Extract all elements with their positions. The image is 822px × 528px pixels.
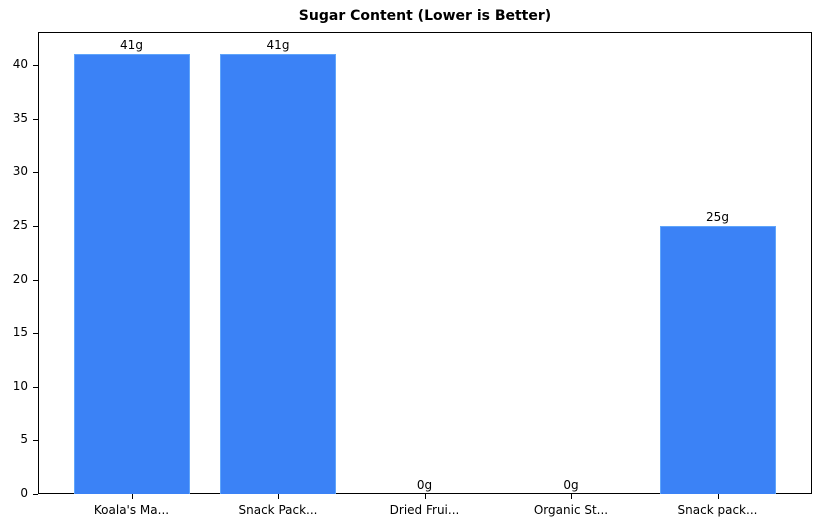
x-tick [278,494,279,499]
y-tick [33,494,38,495]
y-tick-label: 0 [20,486,28,500]
x-tick [424,494,426,499]
y-tick-label: 25 [12,217,28,232]
bar-value-label: 0g [563,478,579,492]
y-tick [33,225,38,227]
x-tick-label: Koala's Ma... [93,503,170,517]
bar-value-label: 41g [120,38,143,53]
y-tick [33,440,38,442]
bar-value-label: 0g [416,478,433,492]
bar-value-label: 25g [706,209,729,224]
y-tick [33,65,38,66]
plot-area [38,32,812,494]
bar [220,54,336,494]
bar-value-label: 41g [266,38,290,53]
x-tick [131,494,133,499]
chart-title: Sugar Content (Lower is Better) [298,8,552,24]
y-tick-label: 5 [20,432,28,447]
y-tick-label: 35 [12,110,28,125]
y-tick-label: 20 [12,271,28,286]
y-tick [33,279,38,281]
x-tick [717,494,719,499]
y-tick-label: 15 [12,325,28,340]
y-tick-label: 30 [12,164,28,179]
y-tick [33,118,38,120]
y-tick-label: 10 [12,378,28,393]
bar [73,54,190,494]
y-tick [33,172,38,174]
y-tick [33,386,38,388]
x-tick [571,494,572,499]
bar [659,225,776,494]
y-tick-label: 40 [12,57,28,71]
x-tick-label: Organic St... [533,503,609,517]
y-tick [33,333,38,335]
x-tick-label: Snack pack... [677,503,758,517]
x-tick-label: Snack Pack... [238,503,318,517]
x-tick-label: Dried Frui... [389,503,460,517]
